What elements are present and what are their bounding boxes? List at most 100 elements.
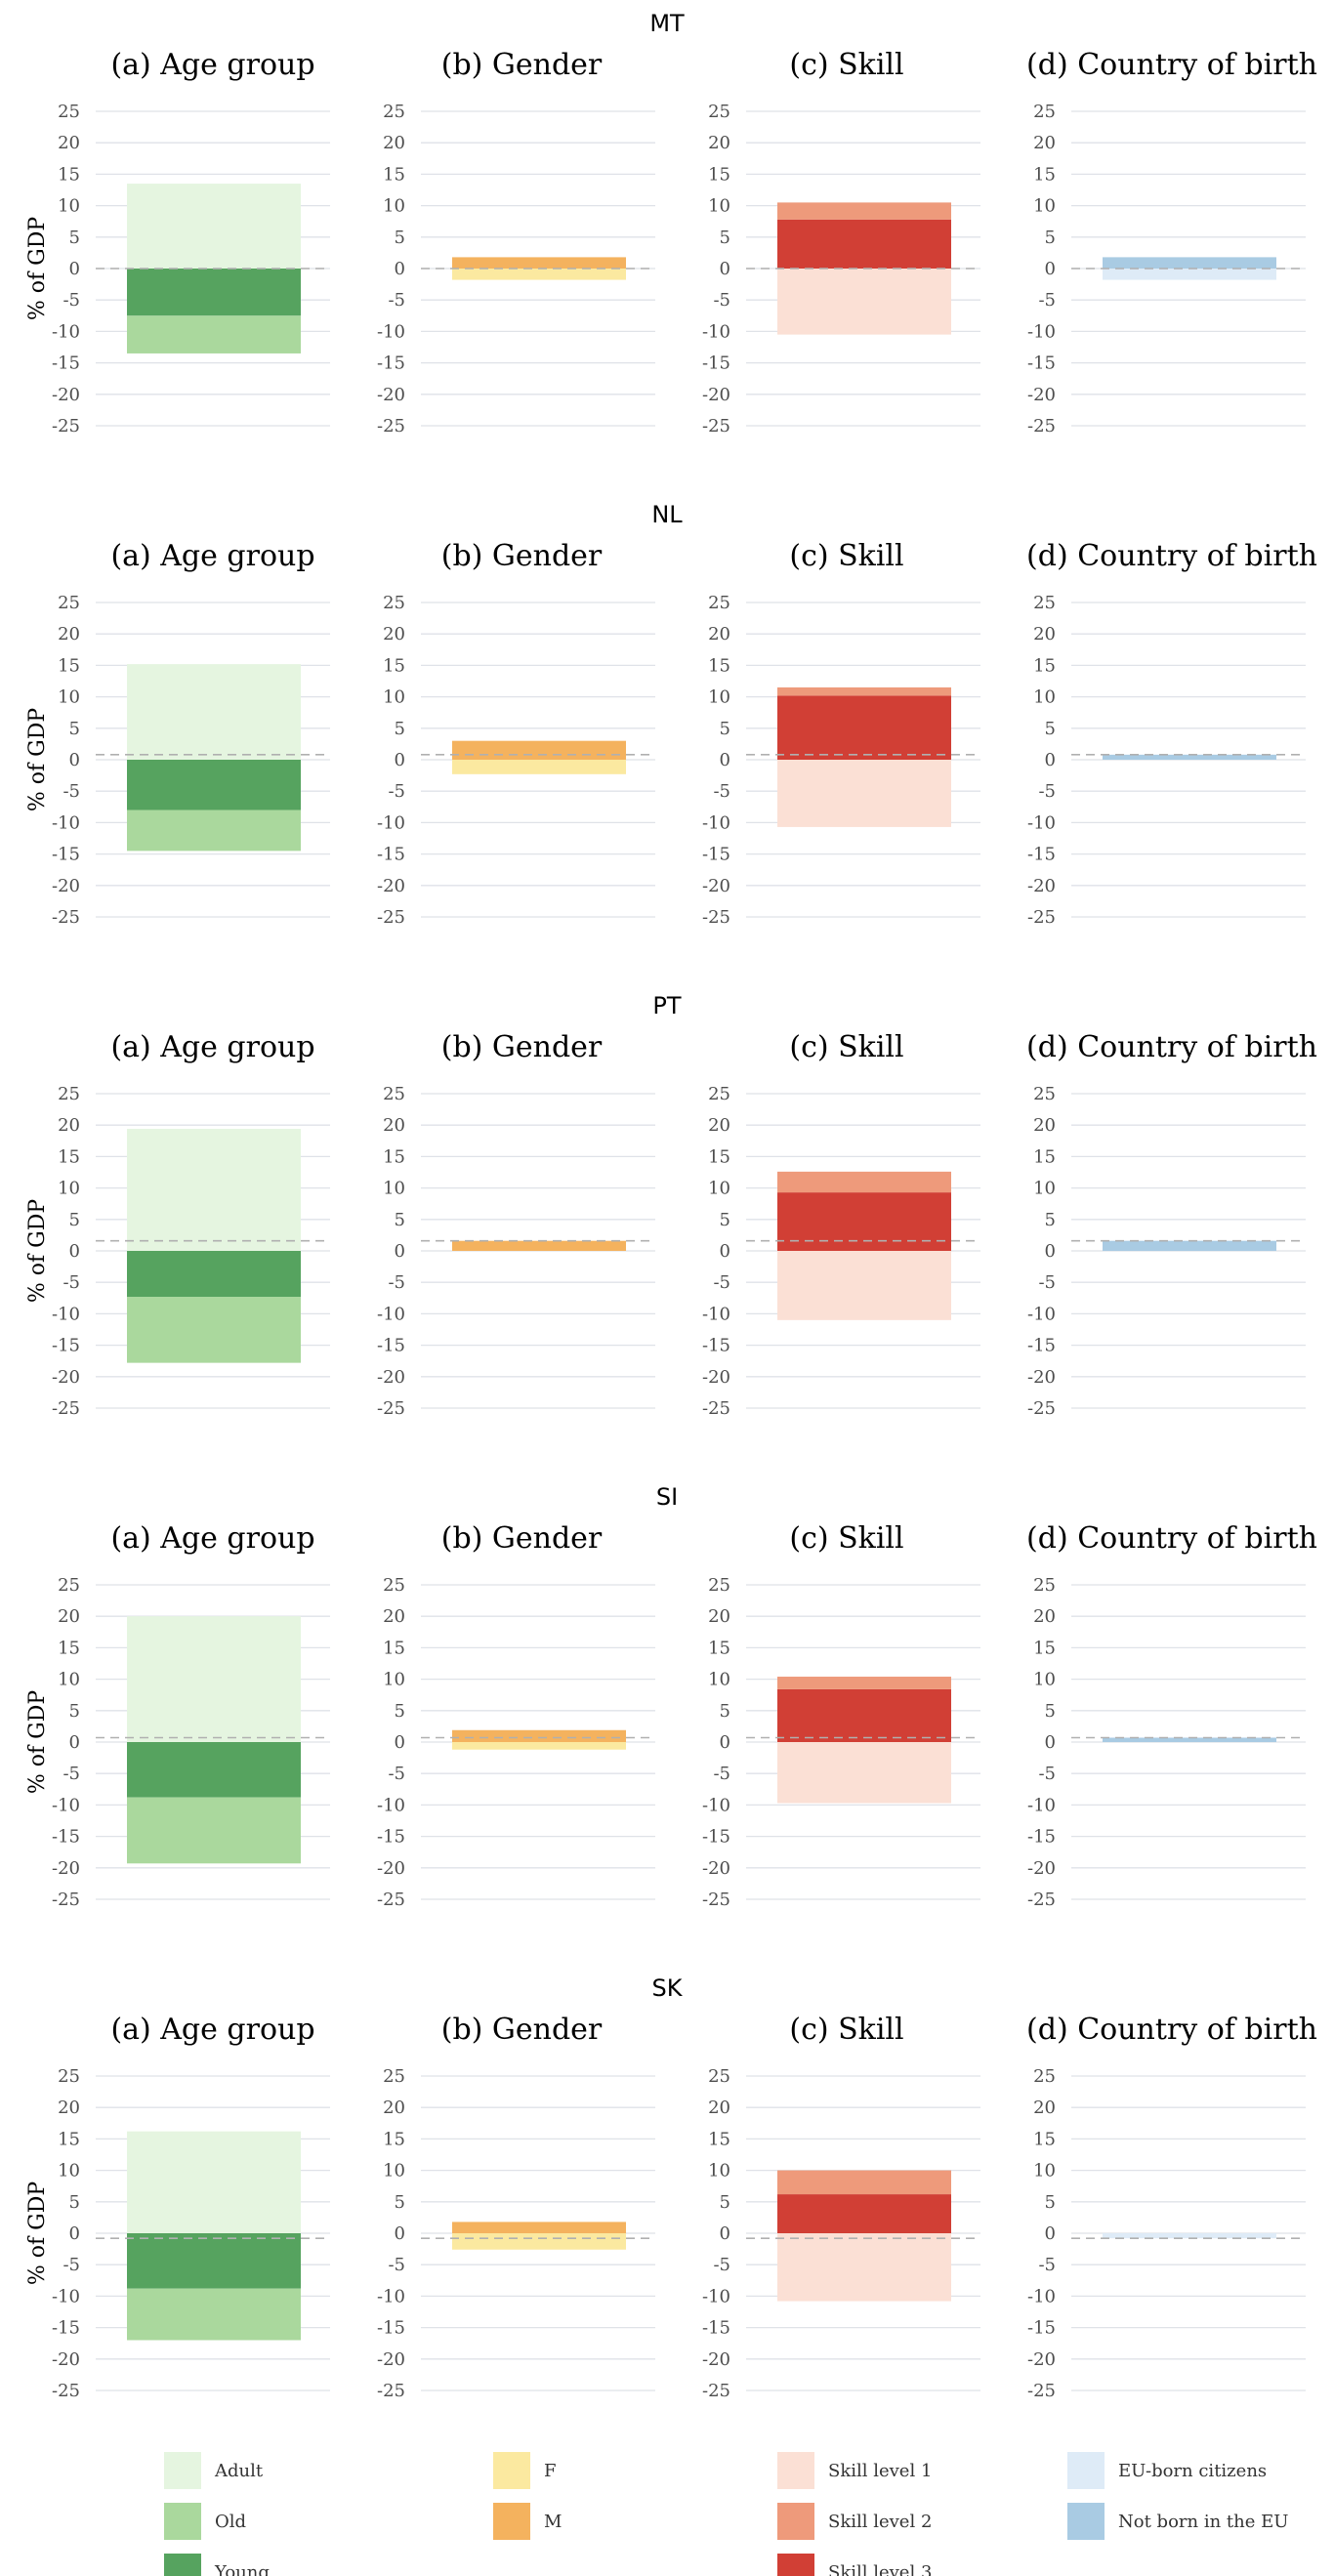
- y-tick-label: -15: [377, 353, 405, 374]
- y-tick-label: -10: [1027, 1304, 1056, 1324]
- y-tick-label: 15: [383, 1638, 405, 1658]
- y-tick-label: -5: [713, 2255, 730, 2275]
- y-tick-label: -15: [702, 845, 730, 865]
- panel-pt-4: (d) Country of birth 25 20 15 10 5 0 -5 -10 -15 -2…: [1026, 1030, 1317, 1419]
- y-tick-label: -25: [377, 416, 405, 436]
- country-block-sk: SK % of GDP (a) Age group 25 20 15 10 5 0 -5 -10 -1…: [25, 1974, 1317, 2401]
- y-tick-label: 25: [383, 1084, 405, 1104]
- bar-skill-level-1: [777, 269, 951, 335]
- y-tick-label: 5: [1045, 228, 1056, 248]
- panel-title: (c) Skill: [789, 1030, 903, 1064]
- panel-title: (c) Skill: [789, 2013, 903, 2047]
- y-tick-label: 0: [395, 750, 405, 770]
- legend-label: M: [544, 2512, 562, 2532]
- y-tick-label: -15: [1027, 845, 1056, 865]
- bar-skill-level-1: [777, 2233, 951, 2302]
- y-tick-label: -5: [1038, 1764, 1056, 1784]
- y-tick-label: 0: [720, 1732, 730, 1753]
- y-tick-label: -25: [377, 1398, 405, 1419]
- panel-title: (a) Age group: [110, 1521, 314, 1556]
- y-tick-label: 0: [395, 1732, 405, 1753]
- y-tick-label: 5: [720, 2192, 730, 2213]
- bar-skill-level-1: [777, 1251, 951, 1320]
- y-tick-label: 5: [69, 1210, 80, 1230]
- y-tick-label: -5: [388, 1764, 405, 1784]
- bar-young: [127, 2233, 301, 2289]
- y-tick-label: -5: [1038, 290, 1056, 311]
- y-tick-label: -15: [52, 1336, 80, 1356]
- y-tick-label: 5: [395, 1701, 405, 1722]
- bar-adult: [127, 184, 301, 269]
- y-tick-label: -10: [377, 2286, 405, 2306]
- bar-skill-level-3: [777, 1688, 951, 1742]
- y-tick-label: -20: [702, 385, 730, 405]
- bar-m: [452, 257, 626, 269]
- y-tick-label: 15: [1033, 1638, 1056, 1658]
- y-tick-label: 20: [58, 624, 80, 644]
- y-tick-label: -15: [52, 1827, 80, 1848]
- panel-title: (b) Gender: [441, 2013, 603, 2047]
- legend-swatch-f: [493, 2452, 530, 2489]
- y-tick-label: -25: [702, 1398, 730, 1419]
- y-axis-label: % of GDP: [25, 708, 50, 811]
- y-tick-label: 0: [69, 2223, 80, 2244]
- y-tick-label: 5: [720, 1210, 730, 1230]
- y-tick-label: 20: [383, 1115, 405, 1136]
- y-tick-label: 20: [708, 624, 730, 644]
- y-tick-label: -25: [702, 907, 730, 928]
- y-tick-label: 20: [1033, 1115, 1056, 1136]
- panel-sk-3: (c) Skill 25 20 15 10 5 0 -5 -10 -15 -20 -25: [702, 2013, 980, 2401]
- country-block-si: SI % of GDP (a) Age group 25 20 15 10 5 0 -5 -10 -1…: [25, 1483, 1317, 1910]
- y-tick-label: -10: [1027, 2286, 1056, 2306]
- y-tick-label: -25: [377, 907, 405, 928]
- y-tick-label: -10: [1027, 1795, 1056, 1815]
- y-tick-label: 20: [58, 133, 80, 153]
- y-tick-label: -10: [1027, 812, 1056, 833]
- y-tick-label: -20: [52, 385, 80, 405]
- panel-mt-3: (c) Skill 25 20 15 10 5 0 -5 -10 -15 -20 -25: [702, 48, 980, 436]
- y-tick-label: 0: [720, 750, 730, 770]
- y-tick-label: -20: [702, 2349, 730, 2370]
- bar-old: [127, 315, 301, 353]
- y-tick-label: 10: [1033, 687, 1056, 708]
- y-tick-label: 20: [58, 1115, 80, 1136]
- y-tick-label: 20: [1033, 133, 1056, 153]
- country-title: NL: [651, 501, 683, 528]
- y-tick-label: -15: [702, 2318, 730, 2339]
- y-tick-label: -15: [1027, 1336, 1056, 1356]
- bar-young: [127, 1742, 301, 1798]
- y-tick-label: 5: [69, 1701, 80, 1722]
- y-tick-label: -10: [377, 1795, 405, 1815]
- bar-adult: [127, 1616, 301, 1742]
- y-tick-label: 25: [383, 593, 405, 613]
- panel-si-1: (a) Age group 25 20 15 10 5 0 -5 -10 -15 -20 -25: [52, 1521, 330, 1910]
- y-tick-label: -20: [1027, 876, 1056, 896]
- y-tick-label: -15: [1027, 2318, 1056, 2339]
- y-tick-label: 15: [1033, 2129, 1056, 2149]
- bar-skill-level-1: [777, 1742, 951, 1804]
- y-tick-label: 10: [383, 1179, 405, 1199]
- y-tick-label: 5: [720, 719, 730, 739]
- country-title: SI: [656, 1483, 678, 1511]
- y-tick-label: -20: [377, 385, 405, 405]
- y-tick-label: 5: [395, 228, 405, 248]
- y-tick-label: 20: [708, 1115, 730, 1136]
- panel-title: (c) Skill: [789, 539, 903, 573]
- y-tick-label: 15: [708, 655, 730, 676]
- country-title: PT: [652, 992, 681, 1019]
- bar-f: [452, 1742, 626, 1750]
- y-tick-label: -20: [377, 876, 405, 896]
- y-tick-label: 25: [383, 2066, 405, 2087]
- y-tick-label: 25: [58, 593, 80, 613]
- bar-m: [452, 2222, 626, 2233]
- y-tick-label: -25: [377, 2381, 405, 2401]
- y-axis-label: % of GDP: [25, 2181, 50, 2285]
- bar-m: [452, 1729, 626, 1742]
- panel-title: (c) Skill: [789, 48, 903, 82]
- y-tick-label: -15: [702, 1336, 730, 1356]
- y-tick-label: 0: [1045, 2223, 1056, 2244]
- y-tick-label: 20: [708, 1606, 730, 1627]
- y-tick-label: -5: [63, 290, 80, 311]
- legend-label: Skill level 2: [828, 2512, 932, 2532]
- y-tick-label: -15: [52, 353, 80, 374]
